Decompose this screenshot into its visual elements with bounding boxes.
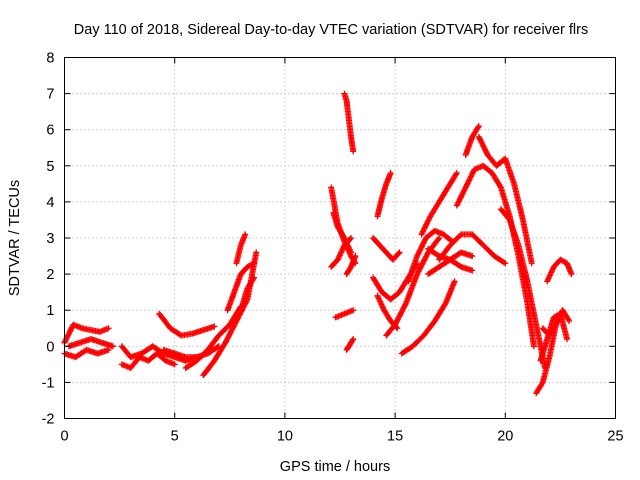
data-point bbox=[469, 267, 476, 274]
series-37 bbox=[544, 256, 575, 285]
series-15 bbox=[328, 235, 355, 270]
data-point bbox=[469, 253, 476, 260]
y-tick-label: 0 bbox=[46, 339, 54, 355]
series-18 bbox=[343, 336, 357, 353]
series-28 bbox=[425, 249, 476, 278]
series-26 bbox=[418, 170, 460, 238]
data-point bbox=[451, 278, 458, 285]
series-12 bbox=[341, 90, 357, 155]
y-tick-label: 7 bbox=[46, 87, 54, 103]
y-tick-label: 5 bbox=[46, 159, 54, 175]
data-point bbox=[214, 344, 221, 351]
data-point bbox=[352, 253, 359, 260]
data-point bbox=[350, 148, 357, 155]
y-tick-label: -2 bbox=[42, 412, 55, 428]
data-point bbox=[249, 260, 256, 267]
data-point bbox=[564, 336, 571, 343]
series-5 bbox=[156, 310, 218, 339]
series-20 bbox=[374, 170, 394, 220]
series-32 bbox=[475, 133, 535, 267]
x-axis-label: GPS time / hours bbox=[280, 459, 390, 475]
series-29 bbox=[436, 231, 509, 267]
data-point bbox=[396, 249, 403, 256]
y-tick-label: 6 bbox=[46, 123, 54, 139]
data-point bbox=[348, 249, 355, 256]
series-16 bbox=[343, 253, 359, 278]
data-point bbox=[251, 260, 258, 267]
data-point bbox=[475, 123, 482, 130]
data-point bbox=[171, 361, 178, 368]
data-point bbox=[350, 336, 357, 343]
data-point bbox=[394, 325, 401, 332]
data-point bbox=[453, 170, 460, 177]
y-tick-label: 2 bbox=[46, 267, 54, 283]
data-point bbox=[457, 232, 464, 239]
data-point bbox=[350, 307, 357, 314]
series-17 bbox=[332, 307, 357, 321]
data-point bbox=[109, 343, 116, 350]
series-10 bbox=[233, 231, 249, 267]
y-axis-label: SDTVAR / TECUs bbox=[7, 180, 23, 296]
series-1 bbox=[61, 346, 112, 361]
data-point bbox=[435, 236, 442, 243]
data-point bbox=[211, 323, 218, 330]
series-19 bbox=[370, 235, 403, 263]
x-tick-label: 25 bbox=[607, 429, 623, 445]
data-point bbox=[566, 318, 573, 325]
series-31 bbox=[462, 123, 482, 158]
x-tick-label: 10 bbox=[277, 429, 293, 445]
y-tick-label: -1 bbox=[42, 375, 55, 391]
data-point bbox=[349, 337, 356, 344]
data-point bbox=[242, 231, 249, 238]
series-2 bbox=[65, 336, 116, 350]
y-tick-label: 3 bbox=[46, 231, 54, 247]
points-layer bbox=[61, 90, 575, 397]
data-point bbox=[347, 236, 354, 243]
series-33 bbox=[497, 206, 548, 371]
y-tick-label: 8 bbox=[46, 51, 54, 67]
x-tick-label: 15 bbox=[387, 429, 403, 445]
data-point bbox=[251, 274, 258, 281]
y-tick-label: 4 bbox=[46, 195, 54, 211]
series-11 bbox=[237, 274, 258, 314]
data-point bbox=[568, 271, 575, 278]
data-point bbox=[387, 170, 394, 177]
data-point bbox=[436, 235, 443, 241]
data-point bbox=[105, 325, 112, 332]
data-point bbox=[497, 183, 504, 190]
series-36 bbox=[539, 307, 566, 339]
data-point bbox=[348, 235, 355, 241]
data-point bbox=[528, 260, 535, 267]
data-point bbox=[253, 249, 260, 256]
x-tick-label: 20 bbox=[497, 429, 513, 445]
series-6 bbox=[160, 343, 222, 361]
series-9 bbox=[224, 260, 258, 314]
ticks-layer: 0 5 10 15 20 25 -2 -1 0 1 2 3 4 5 6 7 8 bbox=[42, 51, 624, 445]
series-3 bbox=[118, 350, 178, 371]
data-point bbox=[502, 260, 509, 267]
data-point bbox=[453, 171, 460, 178]
series-7 bbox=[200, 249, 260, 379]
x-tick-label: 0 bbox=[60, 429, 68, 445]
data-point bbox=[530, 343, 537, 350]
y-tick-label: 1 bbox=[46, 303, 54, 319]
data-point bbox=[559, 307, 566, 314]
data-point bbox=[501, 259, 508, 266]
chart-title: Day 110 of 2018, Sidereal Day-to-day VTE… bbox=[74, 22, 588, 38]
x-tick-label: 5 bbox=[171, 429, 179, 445]
data-point bbox=[395, 250, 402, 257]
series-25 bbox=[405, 227, 456, 285]
series-24 bbox=[398, 278, 458, 357]
